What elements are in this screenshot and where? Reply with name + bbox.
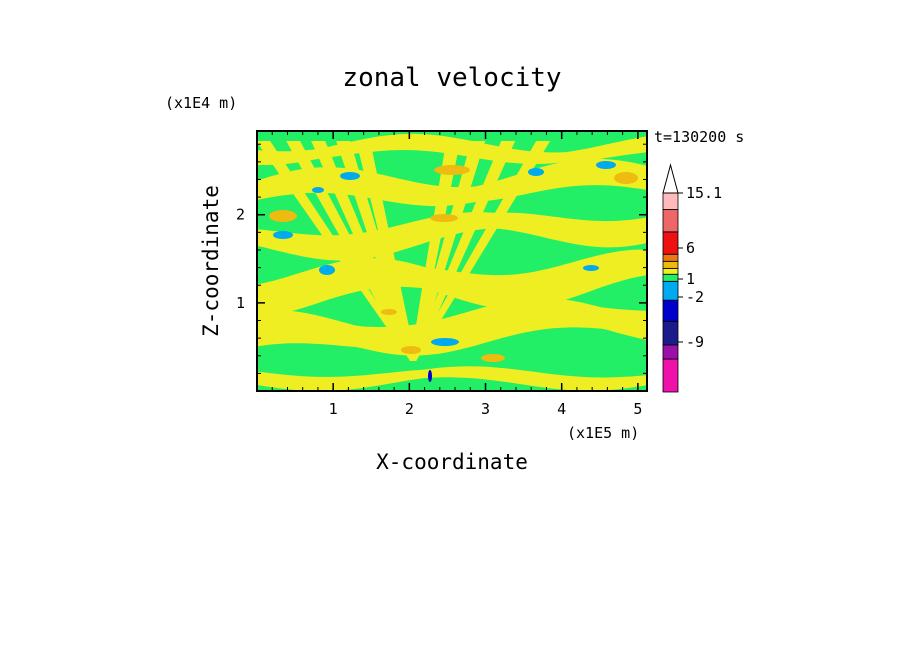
strong-positive-blob xyxy=(401,346,421,354)
negative-blob xyxy=(340,172,360,180)
wave-ray xyxy=(311,141,417,361)
colorbar-label: -2 xyxy=(686,288,704,306)
negative-blob xyxy=(319,265,335,275)
colorbar-level xyxy=(662,273,679,282)
x-tick-label: 4 xyxy=(557,400,566,418)
colorbar-label: -9 xyxy=(686,333,704,351)
colorbar-label: 1 xyxy=(686,270,695,288)
x-tick-label: 5 xyxy=(633,400,642,418)
x-unit-label: (x1E5 m) xyxy=(567,424,639,442)
negative-blob xyxy=(528,168,544,176)
x-axis-label: X-coordinate xyxy=(376,450,528,474)
strong-positive-blob xyxy=(434,165,470,175)
chart-title: zonal velocity xyxy=(342,63,561,93)
positive-band xyxy=(257,298,647,356)
plot-frame xyxy=(256,130,648,392)
colorbar-level xyxy=(662,253,679,262)
colorbar-level xyxy=(662,280,679,301)
strong-positive-blob xyxy=(269,210,297,222)
y-unit-label: (x1E4 m) xyxy=(165,94,237,112)
negative-blob xyxy=(583,265,599,271)
wave-ray xyxy=(410,141,461,361)
contour-field xyxy=(257,131,647,391)
colorbar-level xyxy=(662,267,679,275)
colorbar-level xyxy=(662,344,679,360)
strong-negative-blob xyxy=(428,370,432,382)
field-bands xyxy=(257,133,647,391)
y-axis: 12 xyxy=(236,143,647,374)
x-tick-label: 3 xyxy=(481,400,490,418)
negative-blob xyxy=(431,338,459,346)
strong-positive-blob xyxy=(481,354,505,362)
wave-ray xyxy=(410,141,551,361)
colorbar-level xyxy=(662,209,679,233)
y-tick-label: 2 xyxy=(236,206,245,224)
x-axis: 1 2 3 4 5 xyxy=(271,131,642,418)
colorbar-level xyxy=(662,192,679,210)
time-label: t=130200 s xyxy=(654,128,744,146)
strong-positive-blob xyxy=(381,309,397,315)
colorbar-level xyxy=(662,358,679,393)
colorbar: 15.1 6 1-2 -9 xyxy=(662,163,722,393)
strong-positive-blob xyxy=(614,172,638,184)
colorbar-level xyxy=(662,320,679,346)
y-tick-label: 1 xyxy=(236,294,245,312)
x-tick-label: 2 xyxy=(405,400,414,418)
wave-ray xyxy=(257,141,417,361)
colorbar-level xyxy=(662,231,679,255)
colorbar-label: 6 xyxy=(686,239,695,257)
colorbar-level xyxy=(662,260,679,269)
wave-ray xyxy=(336,141,417,361)
negative-blob xyxy=(312,187,324,193)
negative-blob xyxy=(596,161,616,169)
negative-blob xyxy=(273,231,293,239)
x-tick-label: 1 xyxy=(329,400,338,418)
wave-ray xyxy=(286,141,417,361)
colorbar-level xyxy=(662,299,679,322)
strong-positive-blob xyxy=(430,214,458,222)
positive-band xyxy=(257,366,647,391)
wave-ray xyxy=(356,141,417,361)
wave-ray xyxy=(410,141,486,361)
y-axis-label: Z-coordinate xyxy=(199,185,223,337)
colorbar-extend-arrow xyxy=(662,163,679,194)
colorbar-label: 15.1 xyxy=(686,184,722,202)
wave-ray xyxy=(410,141,516,361)
